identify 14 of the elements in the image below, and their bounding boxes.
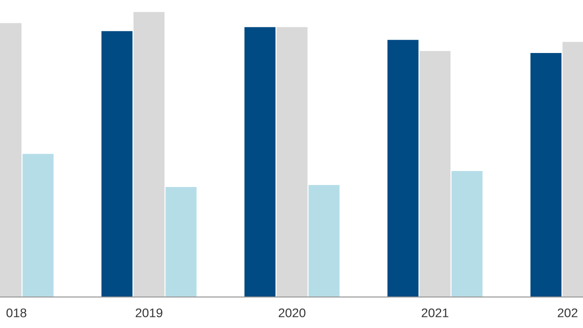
bar (166, 186, 197, 297)
bar (419, 51, 451, 297)
x-tick-label: 2020 (278, 308, 306, 318)
x-tick-label: 2021 (422, 308, 448, 318)
x-tick-label: 018 (6, 308, 26, 318)
x-tick-label: 202 (558, 308, 578, 318)
bar (101, 31, 132, 297)
bar (452, 171, 483, 297)
bar (387, 40, 418, 297)
bar (308, 184, 340, 297)
bar (244, 27, 276, 297)
bar (133, 12, 165, 297)
bar (276, 27, 308, 297)
x-tick-label: 2019 (136, 308, 162, 318)
